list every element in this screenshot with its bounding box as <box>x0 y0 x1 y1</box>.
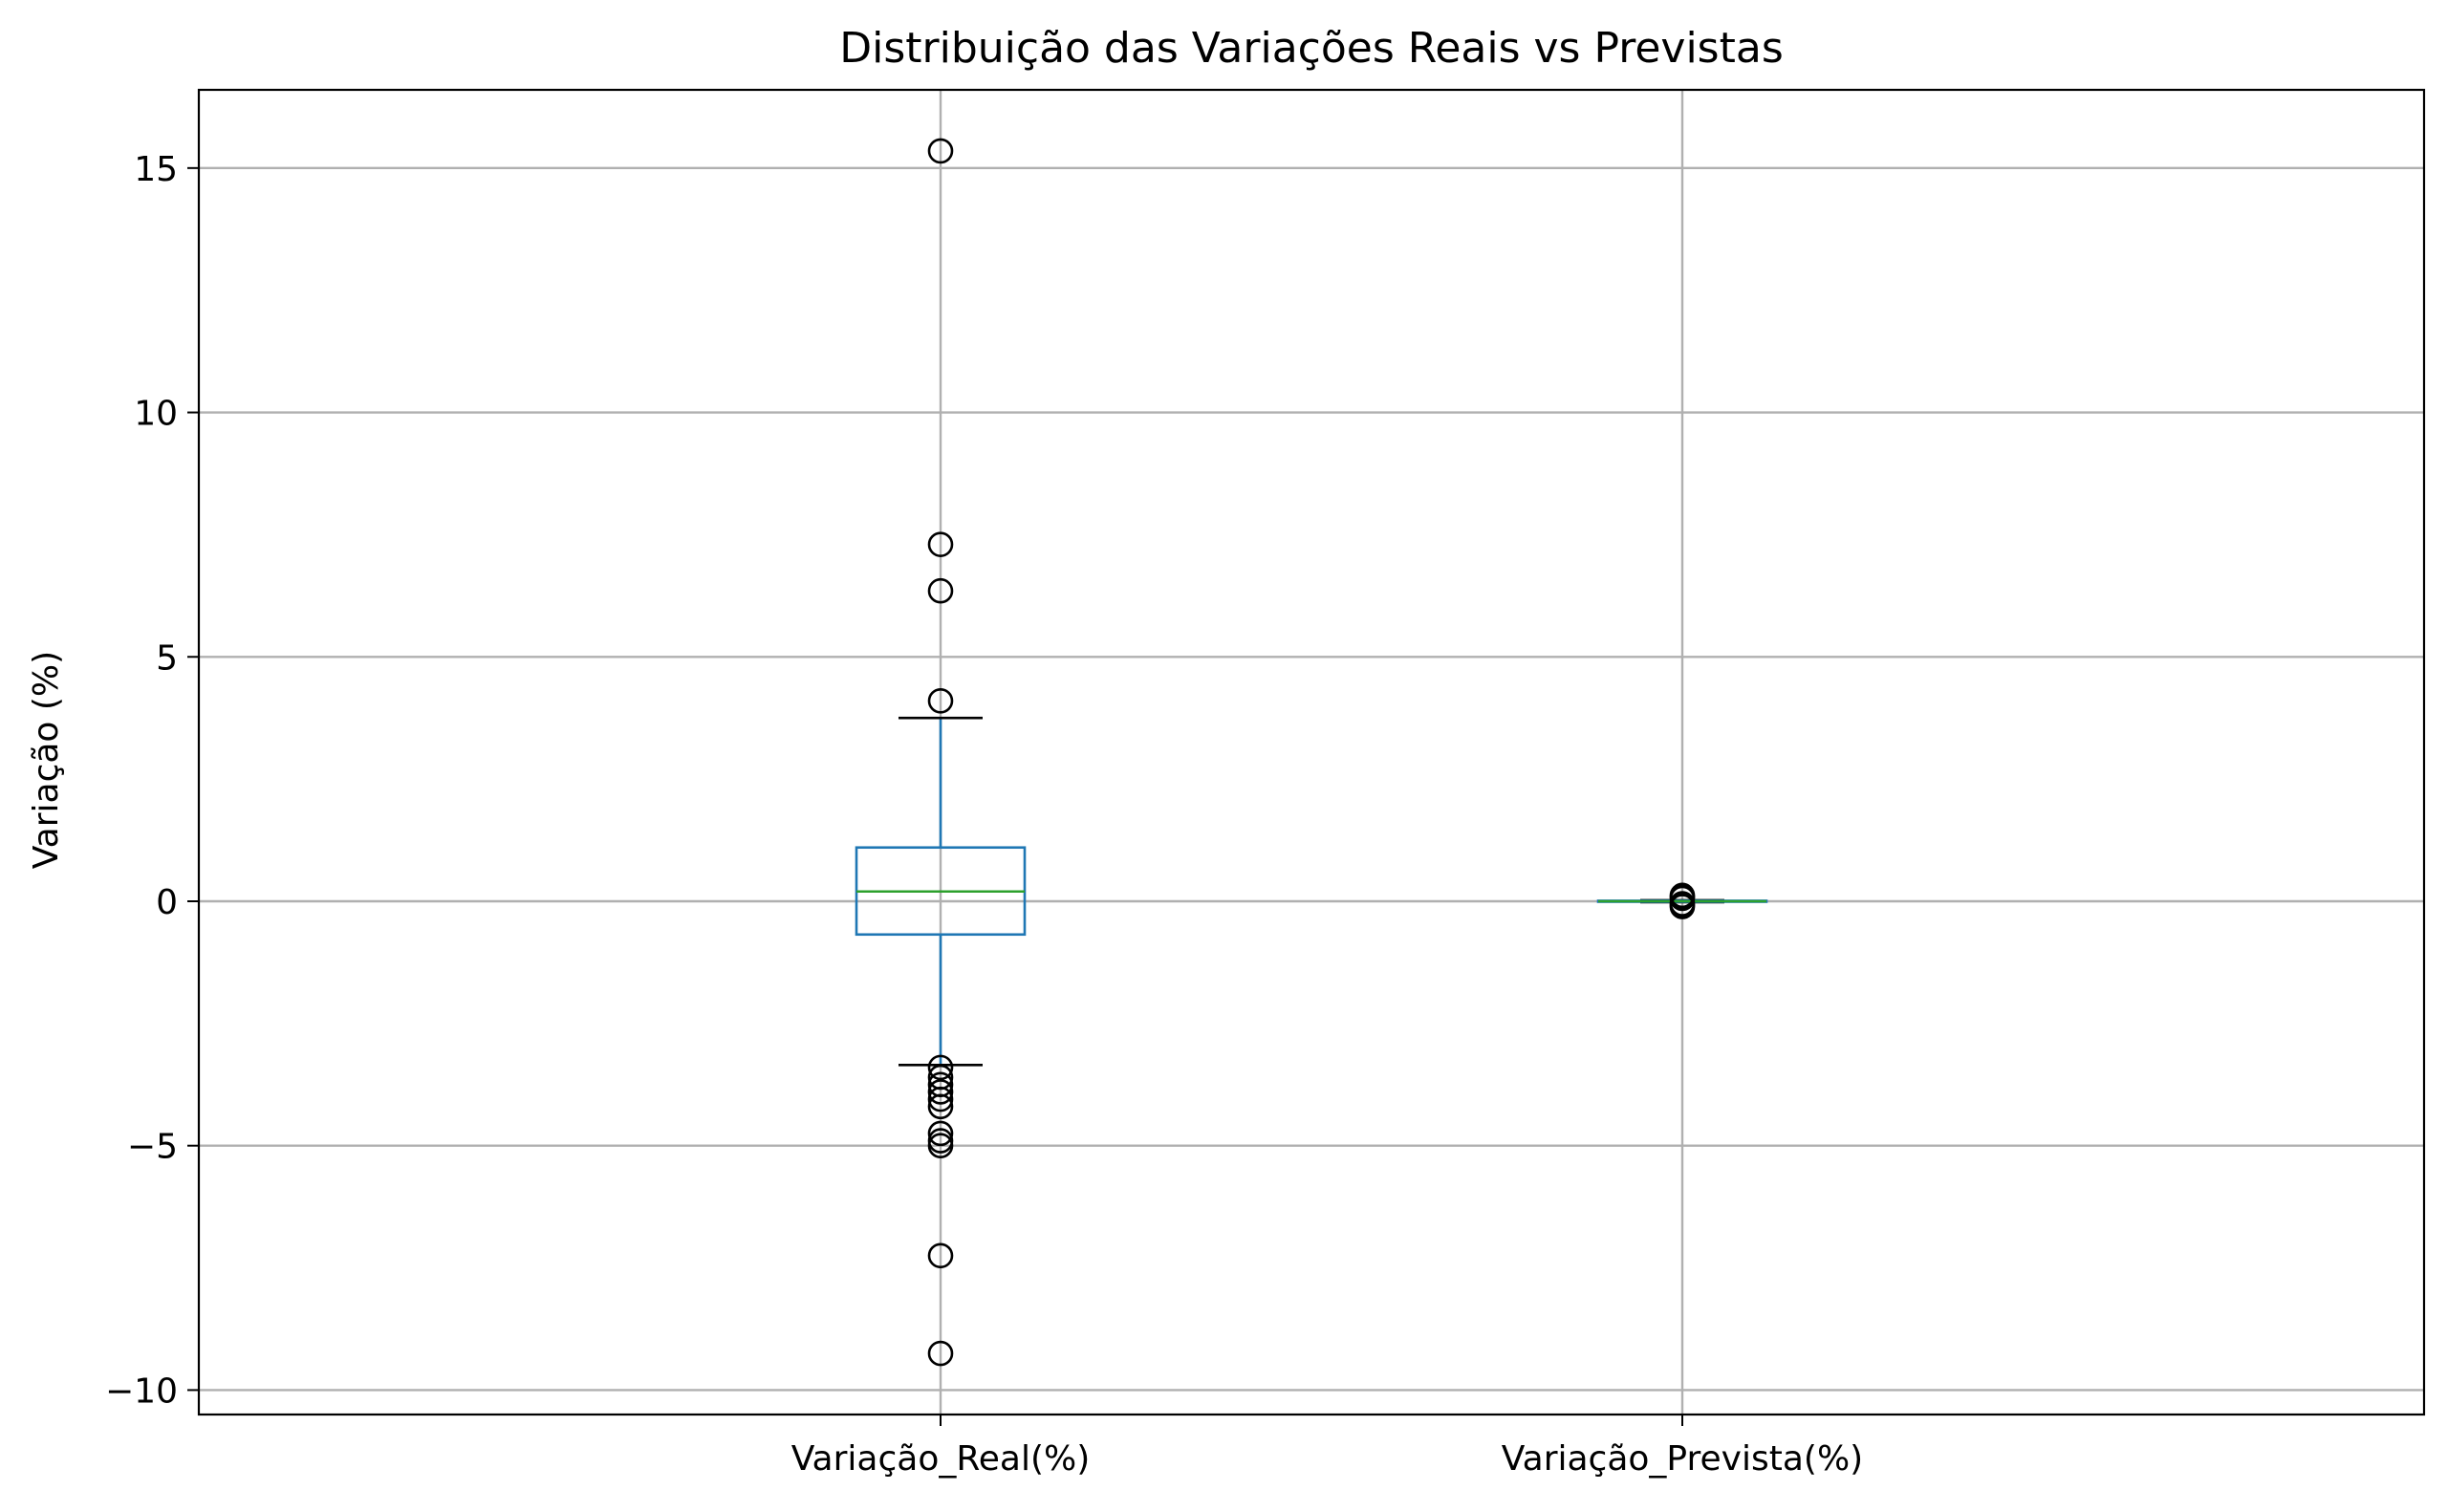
y-tick-label: −5 <box>127 1128 178 1167</box>
outlier-point <box>927 1054 954 1081</box>
chart-title: Distribuição das Variações Reais vs Prev… <box>839 24 1784 73</box>
x-tick-label: Variação_Real(%) <box>791 1439 1091 1479</box>
y-axis-ticks: 15 10 5 0 −5 −10 <box>105 150 199 1411</box>
outlier-point <box>927 1086 954 1112</box>
y-tick-label: 10 <box>134 395 178 434</box>
box-group <box>855 138 1027 1367</box>
outlier-point <box>927 687 954 714</box>
outlier-point <box>927 138 954 164</box>
y-tick-label: −10 <box>105 1372 178 1411</box>
y-tick-label: 0 <box>156 883 178 922</box>
y-axis-label: Variação (%) <box>27 651 66 869</box>
plot-frame <box>197 88 2426 1416</box>
x-axis-ticks: Variação_Real(%) Variação_Prevista(%) <box>791 1415 1863 1479</box>
box-group <box>1596 882 1768 919</box>
grid-lines <box>199 90 2424 1415</box>
x-tick-label: Variação_Prevista(%) <box>1502 1439 1863 1479</box>
y-tick-label: 15 <box>134 150 178 189</box>
outlier-point <box>927 1133 954 1159</box>
outlier-point <box>927 1242 954 1269</box>
outlier-point <box>927 1340 954 1367</box>
outlier-point <box>927 531 954 557</box>
box-series <box>855 138 1768 1367</box>
outlier-point <box>927 1093 954 1120</box>
outlier-point <box>927 577 954 604</box>
outlier-point <box>927 1079 954 1105</box>
outlier-point <box>1669 894 1696 919</box>
outlier-point <box>927 1120 954 1147</box>
y-tick-label: 5 <box>156 638 178 678</box>
